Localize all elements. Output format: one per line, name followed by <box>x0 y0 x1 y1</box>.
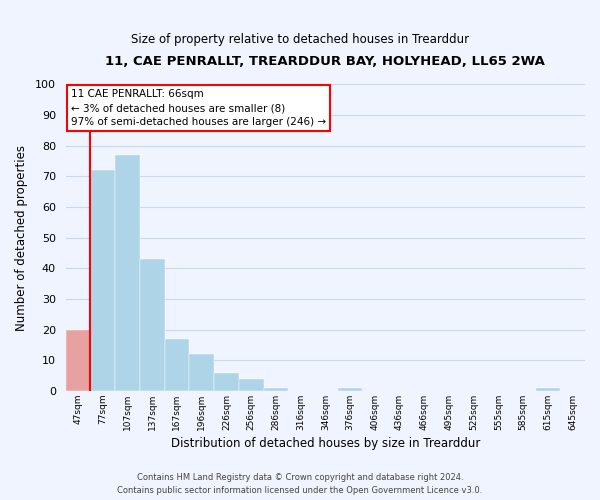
Bar <box>91 170 115 391</box>
Text: 11 CAE PENRALLT: 66sqm
← 3% of detached houses are smaller (8)
97% of semi-detac: 11 CAE PENRALLT: 66sqm ← 3% of detached … <box>71 89 326 127</box>
Bar <box>214 372 239 391</box>
Bar <box>65 330 91 391</box>
Bar <box>263 388 288 391</box>
X-axis label: Distribution of detached houses by size in Trearddur: Distribution of detached houses by size … <box>170 437 480 450</box>
Y-axis label: Number of detached properties: Number of detached properties <box>15 144 28 330</box>
Bar <box>338 388 362 391</box>
Bar <box>190 354 214 391</box>
Bar <box>115 155 140 391</box>
Title: 11, CAE PENRALLT, TREARDDUR BAY, HOLYHEAD, LL65 2WA: 11, CAE PENRALLT, TREARDDUR BAY, HOLYHEA… <box>106 55 545 68</box>
Text: Contains HM Land Registry data © Crown copyright and database right 2024.
Contai: Contains HM Land Registry data © Crown c… <box>118 473 482 495</box>
Bar <box>536 388 560 391</box>
Bar <box>164 339 190 391</box>
Bar <box>239 378 263 391</box>
Text: Size of property relative to detached houses in Trearddur: Size of property relative to detached ho… <box>131 32 469 46</box>
Bar <box>140 259 164 391</box>
